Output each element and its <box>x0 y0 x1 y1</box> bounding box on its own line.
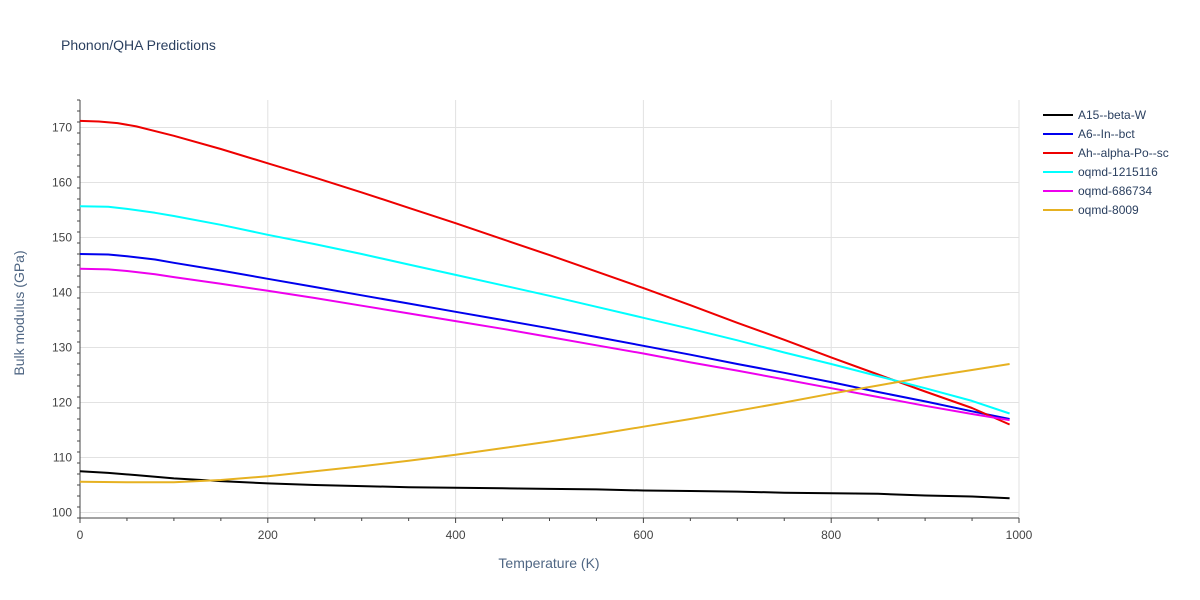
legend-label: oqmd-686734 <box>1078 184 1152 198</box>
x-tick-label: 600 <box>633 528 653 542</box>
series-line-A15--beta-W[interactable] <box>79 470 1010 500</box>
y-tick-label: 160 <box>52 176 72 190</box>
y-tick-label: 150 <box>52 231 72 245</box>
x-tick-label: 200 <box>258 528 278 542</box>
y-tick-label: 110 <box>53 451 72 465</box>
y-tick-label: 100 <box>52 506 72 520</box>
x-axis-title: Temperature (K) <box>498 555 599 571</box>
grid-layer <box>80 100 1020 518</box>
axes-layer: 0 200 400 600 800 1000 100 110 120 130 140 150 160 17… <box>52 99 1033 542</box>
legend-item-oqmd-1215116[interactable]: oqmd-1215116 <box>1043 165 1158 179</box>
x-tick-label: 1000 <box>1006 528 1033 542</box>
legend-item-oqmd-686734[interactable]: oqmd-686734 <box>1043 184 1152 198</box>
legend-label: A6--In--bct <box>1078 127 1135 141</box>
legend-label: oqmd-8009 <box>1078 203 1139 217</box>
legend-item-Ah--alpha-Po--sc[interactable]: Ah--alpha-Po--sc <box>1043 146 1169 160</box>
chart-title: Phonon/QHA Predictions <box>61 37 216 53</box>
x-tick-label: 0 <box>77 528 84 542</box>
x-tick-label: 800 <box>821 528 841 542</box>
y-tick-label: 120 <box>52 396 72 410</box>
legend-item-oqmd-8009[interactable]: oqmd-8009 <box>1043 203 1139 217</box>
legend-item-A15--beta-W[interactable]: A15--beta-W <box>1043 108 1147 122</box>
series-line-A6--In--bct[interactable] <box>79 253 1010 420</box>
series-layer <box>79 119 1011 500</box>
series-line-oqmd-8009[interactable] <box>79 363 1010 484</box>
legend-label: Ah--alpha-Po--sc <box>1078 146 1169 160</box>
y-axis-title: Bulk modulus (GPa) <box>11 250 27 375</box>
y-tick-label: 140 <box>52 286 72 300</box>
legend-label: oqmd-1215116 <box>1078 165 1158 179</box>
y-tick-label: 170 <box>52 121 72 135</box>
series-line-Ah--alpha-Po--sc[interactable] <box>79 119 1011 426</box>
x-tick-label: 400 <box>446 528 466 542</box>
series-line-oqmd-1215116[interactable] <box>79 205 1010 415</box>
legend[interactable]: A15--beta-W A6--In--bct Ah--alpha-Po--sc oq… <box>1043 108 1169 217</box>
legend-label: A15--beta-W <box>1078 108 1147 122</box>
legend-item-A6--In--bct[interactable]: A6--In--bct <box>1043 127 1135 141</box>
y-tick-label: 130 <box>52 341 72 355</box>
